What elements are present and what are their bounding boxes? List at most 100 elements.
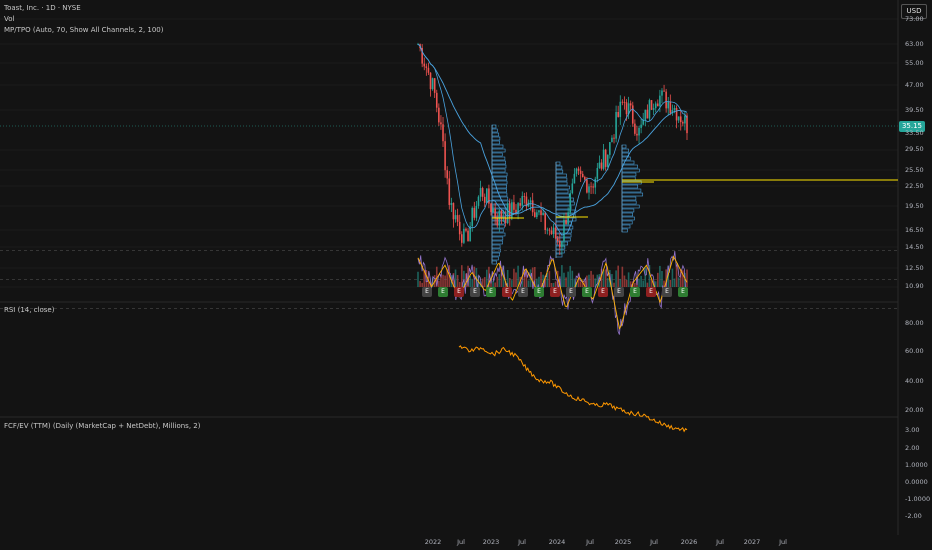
volume-legend[interactable]: Vol <box>4 15 15 23</box>
volume-bar <box>588 274 590 287</box>
volume-bar <box>648 265 651 287</box>
earnings-icon[interactable]: E <box>678 287 688 297</box>
volume-bar <box>615 270 617 287</box>
candle-body <box>586 179 588 193</box>
price-tick: 47.00 <box>905 81 924 89</box>
date-tick: 2025 <box>614 538 632 546</box>
candle-body <box>452 202 455 220</box>
earnings-icon[interactable]: E <box>470 287 480 297</box>
profile-bar <box>621 204 640 209</box>
earnings-icon[interactable]: E <box>662 287 672 297</box>
candle-body <box>444 141 446 171</box>
earnings-icon[interactable]: E <box>646 287 656 297</box>
volume-bar <box>646 282 649 287</box>
rsi-legend[interactable]: RSI (14, close) <box>4 306 55 314</box>
volume-bar <box>584 280 586 287</box>
earnings-icon[interactable]: E <box>550 287 560 297</box>
volume-bar <box>561 265 563 287</box>
earnings-icon[interactable]: E <box>502 287 512 297</box>
candle-body <box>506 203 509 224</box>
candle-body <box>540 210 542 216</box>
earnings-icon[interactable]: E <box>486 287 496 297</box>
candle-body <box>577 168 580 171</box>
volume-bar <box>663 280 665 287</box>
volume-bar <box>438 280 440 287</box>
candle-body <box>619 101 622 117</box>
profile-bar <box>491 172 508 177</box>
volume-bar <box>496 276 499 287</box>
candle-body <box>684 115 686 124</box>
volume-bar <box>469 275 471 287</box>
poc-lines <box>492 179 898 219</box>
date-tick: 2023 <box>482 538 500 546</box>
volume-bar <box>550 282 553 287</box>
volume-bar <box>629 281 632 287</box>
candle-body <box>552 227 555 235</box>
price-tick: 25.50 <box>905 166 924 174</box>
volume-bar <box>604 269 607 287</box>
earnings-icon[interactable]: E <box>598 287 608 297</box>
candle-body <box>636 133 638 136</box>
volume-bar <box>563 272 565 287</box>
volume-bar <box>538 276 540 287</box>
earnings-icon[interactable]: E <box>454 287 464 297</box>
earnings-icon[interactable]: E <box>438 287 448 297</box>
candle-body <box>682 122 684 124</box>
candle-body <box>473 207 476 218</box>
volume-bar <box>569 265 572 287</box>
candle-body <box>571 183 574 194</box>
earnings-icon[interactable]: E <box>566 287 576 297</box>
profile-bar <box>555 177 568 182</box>
date-tick: 2026 <box>680 538 698 546</box>
profile-bar <box>621 168 640 173</box>
volume-bar <box>419 281 421 287</box>
profile-bar <box>621 200 637 205</box>
profile-bar <box>491 124 497 129</box>
volume-bar <box>425 270 428 287</box>
volume-bar <box>661 271 663 287</box>
earnings-icon[interactable]: E <box>518 287 528 297</box>
volume-bar <box>592 274 594 287</box>
profile-bar <box>491 252 500 257</box>
volume-bar <box>452 273 455 287</box>
mp-tpo-legend[interactable]: MP/TPO (Auto, 70, Show All Channels, 2, … <box>4 26 164 34</box>
volume-bar <box>427 276 430 287</box>
candle-body <box>546 229 549 231</box>
volume-bar <box>686 269 688 287</box>
profile-bar <box>621 216 635 221</box>
profile-bar <box>491 184 508 189</box>
volume-bar <box>677 277 680 287</box>
candle-body <box>627 103 630 115</box>
earnings-icon[interactable]: E <box>630 287 640 297</box>
volume-bar <box>533 267 536 287</box>
candle-body <box>642 119 645 125</box>
candle-body <box>475 205 478 218</box>
candle-body <box>596 167 599 179</box>
volume-bar <box>634 282 636 287</box>
price-tick: 73.00 <box>905 15 924 23</box>
price-tick: 55.00 <box>905 59 924 67</box>
volume-bar <box>442 274 444 287</box>
candle-body <box>629 103 632 106</box>
volume-bar <box>531 267 534 287</box>
symbol-legend[interactable]: Toast, Inc. · 1D · NYSE <box>4 4 81 12</box>
candle-body <box>456 215 459 222</box>
earnings-icon[interactable]: E <box>582 287 592 297</box>
earnings-icon[interactable]: E <box>614 287 624 297</box>
volume-bar <box>596 274 599 287</box>
candle-body <box>477 196 480 206</box>
profile-bar <box>491 160 506 165</box>
volume-bar <box>506 269 509 287</box>
candle-body <box>631 105 634 124</box>
fcf-legend[interactable]: FCF/EV (TTM) (Daily (MarketCap + NetDebt… <box>4 422 201 430</box>
volume-bar <box>619 278 622 287</box>
earnings-icon[interactable]: E <box>534 287 544 297</box>
profile-bar <box>555 173 567 178</box>
candle-body <box>517 203 519 214</box>
volume-bar <box>642 280 645 287</box>
volume-bar <box>554 281 557 287</box>
earnings-icon[interactable]: E <box>422 287 432 297</box>
candle-body <box>513 202 515 210</box>
currency-selector[interactable]: USD <box>901 4 927 19</box>
